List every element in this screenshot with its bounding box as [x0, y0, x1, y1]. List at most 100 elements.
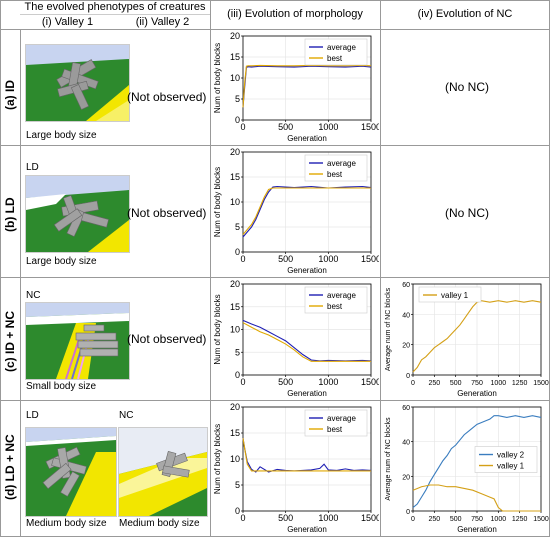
x-tick-label: 1500 — [361, 254, 379, 264]
y-axis-label: Num of body blocks — [213, 294, 222, 364]
x-axis-label: Generation — [287, 389, 327, 398]
legend-box — [304, 286, 368, 314]
y-tick-label: 10 — [230, 73, 240, 83]
x-tick-label: 0 — [240, 122, 245, 132]
x-axis-label: Generation — [287, 525, 327, 534]
legend-label: valley 1 — [497, 462, 525, 471]
scene-label-c: NC — [26, 290, 41, 301]
grid-line — [210, 0, 211, 537]
y-tick-label: 20 — [402, 343, 410, 350]
row-label-c: (c) ID + NC — [3, 310, 17, 372]
grid-line — [0, 277, 550, 278]
x-tick-label: 1250 — [512, 516, 528, 523]
x-axis-label: Generation — [287, 266, 327, 275]
series-line-best — [242, 438, 371, 472]
not-observed-a: (Not observed) — [127, 90, 207, 104]
legend-label: average — [327, 43, 356, 52]
morphology-chart-c: 0 5 10 15 20 0 500 1000 1500 Generation Num of bod… — [213, 279, 379, 398]
caption-d-valley1: Medium body size — [26, 518, 107, 529]
series-line-average — [242, 438, 372, 473]
legend-label: valley 1 — [441, 291, 469, 300]
y-tick-label: 20 — [230, 31, 240, 41]
series-line-valley-1 — [412, 300, 542, 373]
y-tick-label: 40 — [402, 312, 410, 319]
y-tick-label: 40 — [402, 440, 410, 447]
legend-box — [304, 154, 368, 182]
legend-box — [418, 286, 482, 303]
header-morphology: (iii) Evolution of morphology — [227, 8, 363, 20]
creature-render-d-valley2 — [118, 427, 208, 517]
grid-line — [0, 400, 550, 401]
y-tick-label: 20 — [230, 147, 240, 157]
no-nc-a: (No NC) — [445, 80, 489, 94]
x-axis-label: Generation — [457, 389, 497, 398]
legend-label: best — [327, 54, 343, 63]
header-valley2: (ii) Valley 2 — [135, 16, 190, 28]
y-tick-label: 5 — [235, 222, 240, 232]
x-tick-label: 1500 — [361, 122, 379, 132]
x-axis-label: Generation — [457, 525, 497, 534]
y-tick-label: 0 — [235, 370, 240, 380]
nc-chart-c: 0 20 40 60 0 250 500 750 1000 1250 1500 Generation A… — [385, 282, 549, 398]
scene-label-d-valley1: LD — [26, 410, 39, 421]
legend-box — [304, 409, 368, 437]
series-line-valley-2 — [412, 415, 542, 508]
y-tick-label: 20 — [230, 402, 240, 412]
y-tick-label: 15 — [230, 172, 240, 182]
header-valley1: (i) Valley 1 — [41, 16, 94, 28]
x-tick-label: 0 — [240, 377, 245, 387]
y-tick-label: 15 — [230, 428, 240, 438]
y-axis-label: Average num of NC blocks — [385, 417, 392, 501]
row-label-b: (b) LD — [3, 197, 17, 232]
x-tick-label: 1000 — [491, 380, 507, 387]
scene-label-b: LD — [26, 162, 39, 173]
no-nc-b: (No NC) — [445, 206, 489, 220]
x-tick-label: 0 — [240, 513, 245, 523]
x-tick-label: 500 — [450, 380, 462, 387]
y-tick-label: 0 — [235, 247, 240, 257]
series-line-best — [242, 322, 371, 362]
grid-line — [0, 0, 550, 1]
y-tick-label: 10 — [230, 454, 240, 464]
grid-line — [20, 14, 210, 15]
morphology-chart-d: 0 5 10 15 20 0 500 1000 1500 Generation Num of bod… — [213, 402, 379, 534]
y-tick-label: 60 — [402, 282, 410, 289]
legend-label: best — [327, 425, 343, 434]
y-tick-label: 20 — [230, 279, 240, 289]
y-tick-label: 5 — [235, 347, 240, 357]
header-nc: (iv) Evolution of NC — [417, 8, 513, 20]
y-tick-label: 10 — [230, 325, 240, 335]
x-tick-label: 0 — [411, 380, 415, 387]
x-tick-label: 1000 — [318, 513, 338, 523]
row-label-d: (d) LD + NC — [3, 434, 17, 500]
caption-a: Large body size — [26, 130, 97, 141]
x-tick-label: 750 — [471, 516, 483, 523]
y-tick-label: 15 — [230, 52, 240, 62]
grid-line — [20, 29, 21, 537]
x-tick-label: 500 — [278, 254, 293, 264]
x-tick-label: 0 — [411, 516, 415, 523]
x-tick-label: 1000 — [491, 516, 507, 523]
y-tick-label: 15 — [230, 302, 240, 312]
legend-label: average — [327, 291, 356, 300]
y-tick-label: 10 — [230, 197, 240, 207]
y-tick-label: 0 — [406, 373, 410, 380]
x-tick-label: 250 — [428, 516, 440, 523]
creature-render-c — [25, 302, 130, 380]
grid-line — [0, 0, 1, 537]
header-col1: The evolved phenotypes of creatures — [24, 1, 206, 13]
y-tick-label: 0 — [235, 506, 240, 516]
x-tick-label: 0 — [240, 254, 245, 264]
y-tick-label: 5 — [235, 480, 240, 490]
grid-line — [0, 29, 550, 30]
y-axis-label: Num of body blocks — [213, 167, 222, 237]
x-axis-label: Generation — [287, 134, 327, 143]
x-tick-label: 1500 — [361, 513, 379, 523]
grid-line — [0, 145, 550, 146]
y-tick-label: 20 — [402, 474, 410, 481]
x-tick-label: 1000 — [318, 377, 338, 387]
legend-label: best — [327, 170, 343, 179]
series-line-best — [242, 187, 371, 235]
x-tick-label: 1500 — [361, 377, 379, 387]
series-line-average — [242, 65, 372, 108]
